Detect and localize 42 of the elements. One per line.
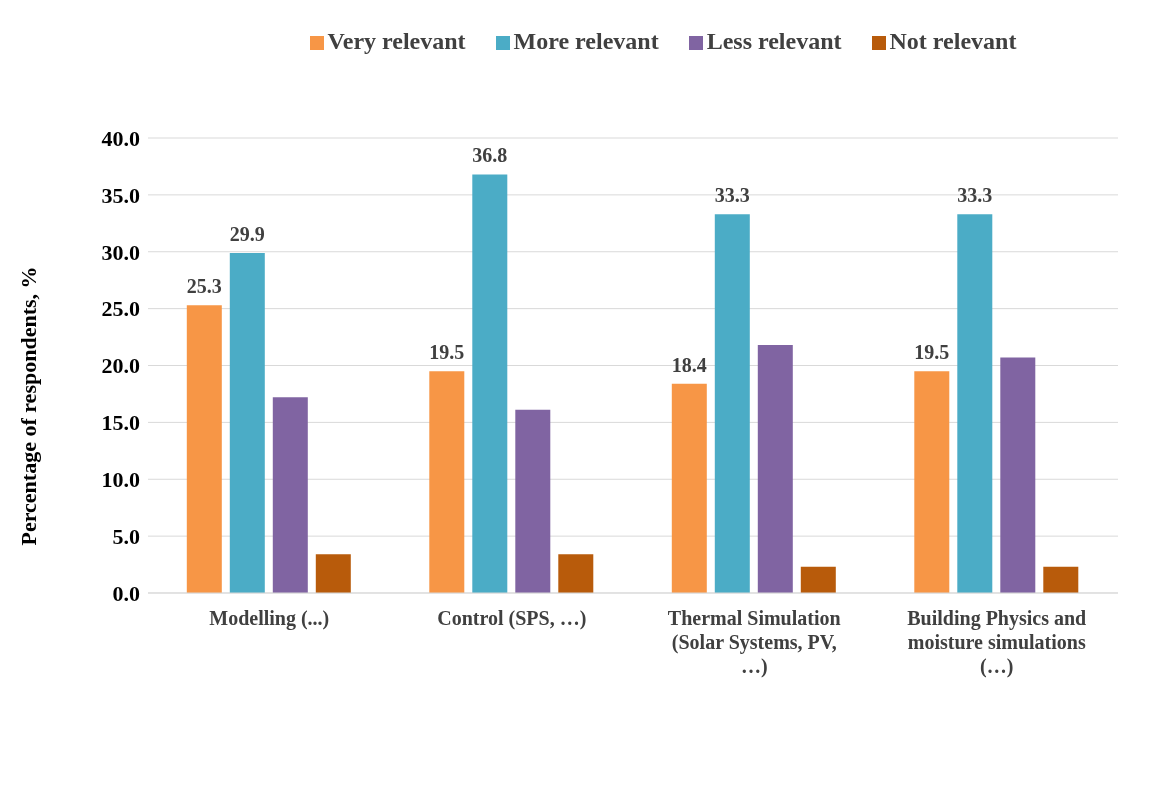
data-label: 25.3 <box>186 275 222 298</box>
bar <box>315 554 351 593</box>
bar <box>429 371 465 593</box>
y-tick-label: 5.0 <box>112 523 140 549</box>
bar <box>671 383 707 593</box>
bar <box>957 214 993 593</box>
bar <box>229 252 265 593</box>
bar <box>1043 566 1079 593</box>
data-label: 18.4 <box>671 353 707 376</box>
x-tick-label: Building Physics and moisture simulations (…) <box>907 607 1087 678</box>
legend-label: Very relevant <box>327 28 466 54</box>
y-tick-label: 35.0 <box>101 182 140 208</box>
y-tick-label: 20.0 <box>101 353 140 379</box>
bar <box>272 397 308 593</box>
data-label: 29.9 <box>229 222 265 245</box>
y-tick-label: 0.0 <box>112 580 140 606</box>
x-tick-label: Control (SPS, …) <box>437 607 587 630</box>
y-tick-label: 25.0 <box>101 296 140 322</box>
y-axis-title: Percentage of respondents, % <box>15 266 41 546</box>
x-tick-label: Modelling (...) <box>209 607 330 630</box>
data-label: 33.3 <box>714 184 750 207</box>
bar <box>714 214 750 593</box>
bar <box>800 566 836 593</box>
y-tick-label: 15.0 <box>101 410 140 436</box>
legend-label: More relevant <box>513 28 659 54</box>
y-tick-label: 10.0 <box>101 467 140 493</box>
bar <box>515 409 551 593</box>
bar <box>1000 357 1036 593</box>
legend-label: Not relevant <box>889 28 1017 54</box>
x-tick-label: Thermal Simulation (Solar Systems, PV, …) <box>667 607 841 678</box>
legend-label: Less relevant <box>706 28 842 54</box>
bar <box>914 371 950 593</box>
data-label: 36.8 <box>472 144 508 167</box>
y-tick-label: 30.0 <box>101 239 140 265</box>
data-label: 33.3 <box>957 184 993 207</box>
bar <box>186 305 222 593</box>
data-label: 19.5 <box>429 341 465 364</box>
bar <box>472 174 508 593</box>
y-tick-label: 40.0 <box>101 125 140 151</box>
bar <box>558 554 594 593</box>
data-label: 19.5 <box>914 341 950 364</box>
bar <box>757 345 793 593</box>
